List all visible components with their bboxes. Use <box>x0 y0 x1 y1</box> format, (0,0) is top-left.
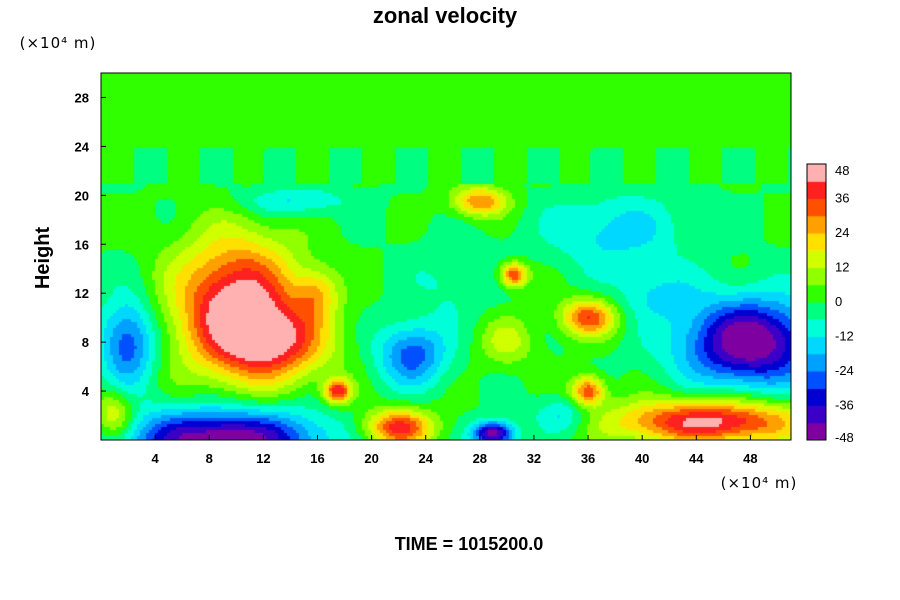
x-tick-label: 16 <box>310 451 324 466</box>
x-tick-label: 36 <box>581 451 595 466</box>
colorbar-tick-label: 0 <box>835 294 842 309</box>
colorbar-tick-label: 24 <box>835 225 849 240</box>
y-tick-label: 20 <box>75 188 89 203</box>
colorbar-ticks: 48 36 24 12 0 -12 -24 -36 -48 <box>835 163 854 445</box>
time-label: TIME = 1015200.0 <box>395 534 544 554</box>
colorbar-canvas <box>807 164 826 440</box>
colorbar-tick-label: -48 <box>835 430 854 445</box>
y-axis-label: Height <box>32 227 54 290</box>
y-tick-label: 16 <box>75 237 89 252</box>
x-tick-label: 8 <box>206 451 213 466</box>
colorbar-tick-label: -12 <box>835 329 854 344</box>
chart-title: zonal velocity <box>373 3 518 28</box>
y-axis-ticks: 4 8 12 16 20 24 28 <box>75 90 106 399</box>
y-tick-label: 24 <box>75 139 90 154</box>
colorbar-tick-label: 36 <box>835 191 849 206</box>
x-axis-unit: (×10⁴ m) <box>721 474 798 492</box>
x-tick-label: 28 <box>473 451 487 466</box>
x-tick-label: 40 <box>635 451 649 466</box>
heatmap-canvas <box>101 73 791 440</box>
x-tick-label: 12 <box>256 451 270 466</box>
y-tick-label: 4 <box>82 384 90 399</box>
x-tick-label: 48 <box>743 451 757 466</box>
colorbar-tick-label: 48 <box>835 163 849 178</box>
x-tick-label: 24 <box>418 451 433 466</box>
y-tick-label: 8 <box>82 335 89 350</box>
colorbar-frame <box>806 163 827 441</box>
y-tick-label: 12 <box>75 286 89 301</box>
x-tick-label: 32 <box>527 451 541 466</box>
colorbar-tick-label: 12 <box>835 260 849 275</box>
plot-area <box>101 73 791 440</box>
colorbar-tick-label: -24 <box>835 363 854 378</box>
x-tick-label: 4 <box>152 451 160 466</box>
x-tick-label: 44 <box>689 451 704 466</box>
y-axis-unit: (×10⁴ m) <box>20 34 97 52</box>
x-axis-ticks: 4 8 12 16 20 24 28 32 36 40 44 48 <box>152 435 758 466</box>
plot-frame <box>100 72 792 441</box>
y-tick-label: 28 <box>75 90 89 105</box>
x-tick-label: 20 <box>364 451 378 466</box>
colorbar-area <box>807 164 826 440</box>
colorbar-tick-label: -36 <box>835 398 854 413</box>
